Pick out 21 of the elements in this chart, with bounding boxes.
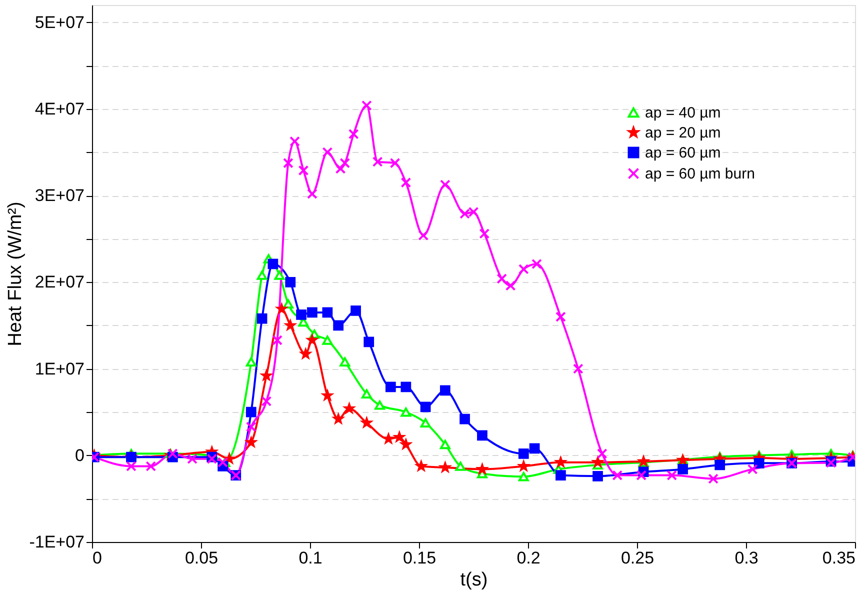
x-tick-label: 0.3 (734, 548, 758, 568)
y-tick-label: -1E+07 (29, 532, 84, 552)
legend-label: ap = 60 µm burn (645, 166, 755, 182)
x-tick-label: 0.05 (184, 548, 218, 568)
y-tick-label: 2E+07 (34, 272, 84, 292)
legend-label: ap = 40 µm (645, 104, 721, 122)
legend-label: ap = 60 µm (645, 144, 721, 162)
x-tick-label: 0.2 (516, 548, 540, 568)
y-tick-label: 4E+07 (34, 99, 84, 118)
y-tick-label: 3E+07 (34, 186, 84, 206)
x-tick-label: 0.1 (298, 548, 322, 568)
x-tick-label: 0.35 (822, 548, 856, 568)
y-tick-label: 0 (75, 446, 84, 465)
y-tick-label: 1E+07 (34, 359, 84, 378)
legend-label: ap = 20 µm (645, 124, 721, 142)
y-axis-title: Heat Flux (W/m²) (5, 202, 26, 346)
x-tick-label: 0 (92, 548, 102, 568)
y-tick-label: 5E+07 (34, 12, 84, 32)
x-tick-label: 0.15 (402, 548, 436, 568)
x-axis-title: t(s) (460, 570, 488, 590)
x-tick-label: 0.25 (620, 548, 654, 568)
